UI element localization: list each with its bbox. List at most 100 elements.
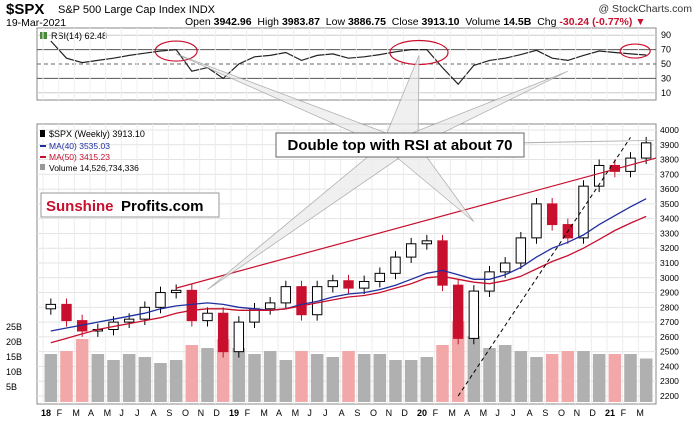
x-tick-label: A <box>151 408 157 418</box>
candle-body <box>390 256 401 274</box>
volume-bar <box>122 354 136 402</box>
x-tick-label: A <box>88 408 94 418</box>
x-tick-label: A <box>464 408 470 418</box>
x-tick-label: M <box>480 408 488 418</box>
rsi-tick-90: 90 <box>661 30 671 40</box>
candle-body <box>468 290 480 339</box>
x-tick-label: D <box>401 408 408 418</box>
volume-bar <box>216 339 230 402</box>
x-tick-label: A <box>276 408 282 418</box>
x-tick-label: 19 <box>229 408 239 418</box>
volume-legend-icon <box>40 164 45 170</box>
x-tick-label: J <box>323 408 328 418</box>
volume-bar <box>467 336 481 402</box>
x-tick-label: 20 <box>417 408 427 418</box>
x-tick-label: A <box>527 408 533 418</box>
price-legend: $SPX (Weekly) 3913.10 <box>49 129 145 139</box>
x-tick-label: D <box>213 408 220 418</box>
volume-bar <box>373 354 387 402</box>
volume-bar <box>561 351 575 402</box>
rsi-tick-30: 30 <box>661 73 671 83</box>
candle-body <box>484 271 495 292</box>
x-tick-label: M <box>448 408 456 418</box>
callout-box <box>275 132 525 158</box>
volume-bar <box>138 357 152 402</box>
price-tick-2200: 2200 <box>660 391 679 401</box>
x-tick-label: S <box>542 408 548 418</box>
x-tick-label: J <box>511 408 516 418</box>
price-tick-3100: 3100 <box>660 258 679 268</box>
volume-bar <box>232 348 246 402</box>
x-tick-label: M <box>292 408 300 418</box>
rsi-tick-70: 70 <box>661 45 671 55</box>
chg-label: Chg <box>537 16 557 28</box>
volume-bar <box>577 351 590 402</box>
x-tick-label: N <box>386 408 393 418</box>
candle-body <box>123 318 135 323</box>
volume-bar <box>310 354 324 402</box>
candle-body <box>640 142 652 159</box>
price-tick-2400: 2400 <box>660 361 679 371</box>
candle-body <box>405 243 417 258</box>
volume-bar <box>248 354 261 402</box>
price-tick-3200: 3200 <box>660 243 679 253</box>
date-label: 19-Mar-2021 <box>6 17 67 29</box>
exchange-label: INDX <box>188 4 215 16</box>
brand-text-black: Profits.com <box>121 198 204 215</box>
index-name: S&P 500 Large Cap Index INDX <box>58 4 215 16</box>
rsi-legend: RSI(14) 62.48 <box>51 31 107 41</box>
candle-body <box>421 240 433 245</box>
volume-bar <box>169 360 183 402</box>
candle-body <box>45 303 57 310</box>
price-tick-3500: 3500 <box>660 199 679 209</box>
low-label: Low <box>325 16 346 28</box>
x-tick-label: N <box>198 408 205 418</box>
volume-bar <box>60 351 73 402</box>
price-tick-3900: 3900 <box>660 140 679 150</box>
candle-body <box>264 302 276 310</box>
price-tick-2700: 2700 <box>660 317 679 327</box>
x-tick-label: M <box>72 408 80 418</box>
volume-bar <box>185 345 199 402</box>
symbol-title: $SPX <box>6 1 45 18</box>
volume-bar <box>592 354 606 402</box>
volume-bar <box>342 351 355 402</box>
volume-bar <box>530 357 543 402</box>
volume-bar <box>498 345 512 402</box>
candle-body <box>593 164 605 187</box>
volume-bar <box>483 348 496 402</box>
price-tick-4000: 4000 <box>660 125 679 135</box>
candle-body <box>186 289 198 322</box>
candle-body <box>155 292 166 308</box>
volume-bar <box>420 357 434 402</box>
volume-bar <box>514 351 528 402</box>
candle-body <box>358 280 370 289</box>
candle-body <box>343 280 354 289</box>
candle-body <box>217 312 229 353</box>
volume-tick: 5B <box>6 382 17 392</box>
volume-bar <box>608 354 622 402</box>
x-tick-label: D <box>589 408 596 418</box>
price-tick-3300: 3300 <box>660 228 679 238</box>
x-tick-label: F <box>57 408 63 418</box>
x-tick-label: J <box>135 408 140 418</box>
volume-bar <box>154 363 167 402</box>
high-value: 3983.87 <box>281 16 320 28</box>
price-tick-2300: 2300 <box>660 376 679 386</box>
volume-bar <box>295 351 308 402</box>
volume-bar <box>436 345 449 402</box>
close-value: 3913.10 <box>421 16 460 28</box>
price-legend-icon <box>40 130 45 137</box>
volume-bar <box>624 354 637 402</box>
volume-bar <box>639 358 653 402</box>
x-tick-label: J <box>119 408 124 418</box>
candle-body <box>327 280 339 288</box>
volume-bar <box>326 357 340 402</box>
volume-value: 14.5B <box>503 16 532 28</box>
volume-bar <box>201 348 214 402</box>
brand-box <box>40 192 220 218</box>
volume-bar <box>279 360 293 402</box>
x-tick-label: J <box>495 408 500 418</box>
callout-text: Double top with RSI at about 70 <box>288 137 513 154</box>
x-tick-label: 18 <box>41 408 51 418</box>
